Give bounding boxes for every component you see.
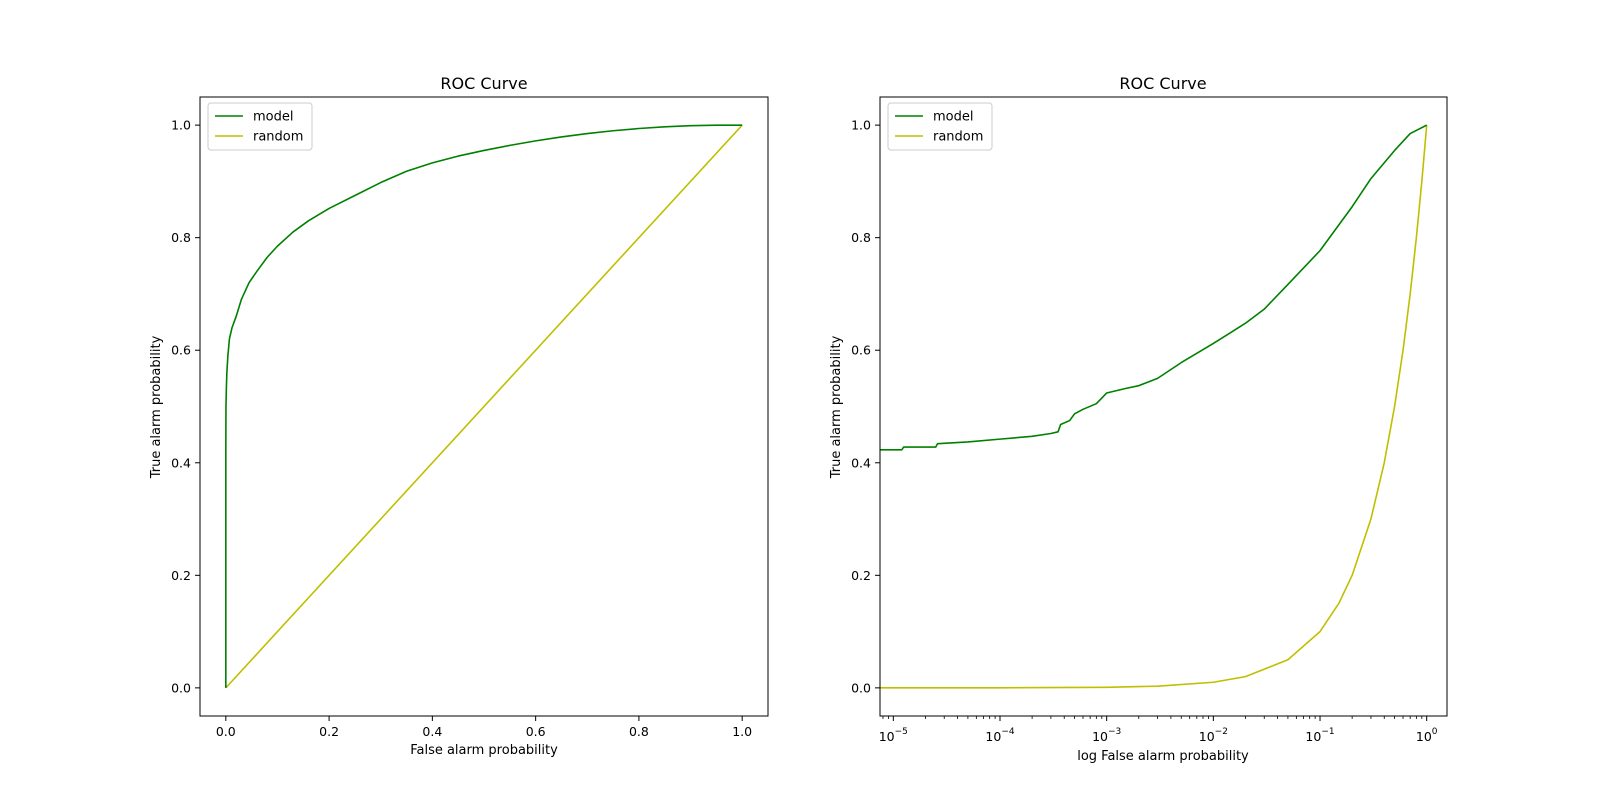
right-legend-random-label: random bbox=[933, 130, 983, 145]
right-y-axis: 0.0 0.2 0.4 0.6 0.8 1.0 bbox=[851, 118, 880, 695]
right-x-tick-exponent: −1 bbox=[1321, 727, 1334, 737]
right-y-tick-label: 0.8 bbox=[851, 230, 871, 245]
left-x-tick: 0.2 bbox=[319, 716, 339, 739]
right-x-tick-exponent: −4 bbox=[1001, 727, 1015, 737]
left-x-tick-label: 0.6 bbox=[526, 724, 546, 739]
right-x-tick-exponent: −2 bbox=[1215, 727, 1228, 737]
left-legend-random-label: random bbox=[253, 130, 303, 145]
right-axes-frame bbox=[879, 96, 1448, 717]
right-y-tick-label: 1.0 bbox=[851, 118, 871, 133]
right-plot-area bbox=[879, 96, 1448, 717]
left-y-tick-label: 0.6 bbox=[171, 343, 191, 358]
left-legend: model random bbox=[207, 102, 313, 151]
right-y-tick-label: 0.4 bbox=[851, 455, 871, 470]
right-x-tick-label: 10−1 bbox=[1305, 727, 1334, 744]
right-x-tick: 100 bbox=[1416, 716, 1438, 744]
left-y-tick-label: 0.0 bbox=[171, 680, 191, 695]
right-y-axis-label: True alarm probability bbox=[829, 335, 844, 479]
left-y-tick: 1.0 bbox=[171, 118, 200, 133]
right-x-tick: 10−5 bbox=[879, 716, 908, 744]
left-chart-title: ROC Curve bbox=[440, 74, 527, 93]
left-legend-box bbox=[207, 102, 313, 151]
left-y-tick-label: 0.8 bbox=[171, 230, 191, 245]
left-y-tick: 0.0 bbox=[171, 680, 200, 695]
left-x-axis-label: False alarm probability bbox=[410, 743, 558, 758]
right-x-tick: 10−1 bbox=[1305, 716, 1335, 744]
left-x-tick-label: 0.0 bbox=[216, 724, 236, 739]
right-y-tick: 0.8 bbox=[851, 230, 880, 245]
left-series-random-line bbox=[225, 124, 743, 689]
left-y-tick: 0.8 bbox=[171, 230, 200, 245]
left-plot-area bbox=[199, 96, 769, 717]
right-legend: model random bbox=[887, 102, 993, 151]
right-series-random-line bbox=[880, 125, 1428, 689]
right-x-tick-label: 10−2 bbox=[1199, 727, 1228, 744]
left-series-model-line bbox=[225, 124, 743, 688]
right-x-tick: 10−3 bbox=[1092, 716, 1121, 744]
right-x-tick-exponent: −3 bbox=[1108, 727, 1121, 737]
left-y-tick: 0.4 bbox=[171, 455, 200, 470]
left-x-tick-label: 0.8 bbox=[629, 724, 649, 739]
left-axes-frame bbox=[199, 96, 769, 717]
right-x-tick-base: 10 bbox=[1416, 729, 1432, 744]
right-x-tick-base: 10 bbox=[879, 729, 895, 744]
left-y-tick: 0.6 bbox=[171, 343, 200, 358]
right-x-tick-label: 10−3 bbox=[1092, 727, 1121, 744]
left-x-tick: 1.0 bbox=[732, 716, 752, 739]
left-y-tick-label: 1.0 bbox=[171, 118, 191, 133]
left-x-tick: 0.6 bbox=[526, 716, 546, 739]
right-x-tick: 10−4 bbox=[985, 716, 1015, 744]
right-series-model-line bbox=[880, 124, 1428, 451]
left-y-tick-label: 0.2 bbox=[171, 568, 191, 583]
right-y-tick: 1.0 bbox=[851, 118, 880, 133]
right-x-axis: 10−5 10−4 10−3 10−2 10−1 100 bbox=[879, 716, 1438, 744]
right-legend-box bbox=[887, 102, 993, 151]
right-x-tick-base: 10 bbox=[1092, 729, 1108, 744]
left-y-axis-label: True alarm probability bbox=[149, 335, 164, 479]
left-x-tick-label: 1.0 bbox=[732, 724, 752, 739]
right-x-axis-label: log False alarm probability bbox=[1077, 749, 1249, 764]
left-x-tick-label: 0.2 bbox=[319, 724, 339, 739]
right-legend-model-label: model bbox=[933, 110, 973, 125]
right-y-tick: 0.6 bbox=[851, 343, 880, 358]
right-y-tick: 0.0 bbox=[851, 680, 880, 695]
left-chart: ROC Curve False alarm probability True a… bbox=[149, 74, 769, 758]
right-y-tick-label: 0.2 bbox=[851, 568, 871, 583]
right-x-tick-base: 10 bbox=[1305, 729, 1321, 744]
right-x-minor-ticks bbox=[882, 716, 1423, 719]
left-legend-model-label: model bbox=[253, 110, 293, 125]
right-x-tick: 10−2 bbox=[1199, 716, 1228, 744]
left-x-tick: 0.8 bbox=[629, 716, 649, 739]
right-y-tick-label: 0.0 bbox=[851, 680, 871, 695]
right-x-tick-base: 10 bbox=[1199, 729, 1215, 744]
right-y-tick-label: 0.6 bbox=[851, 343, 871, 358]
left-x-tick-label: 0.4 bbox=[422, 724, 442, 739]
right-x-tick-label: 10−4 bbox=[985, 727, 1014, 744]
left-x-tick: 0.0 bbox=[216, 716, 236, 739]
right-y-tick: 0.4 bbox=[851, 455, 880, 470]
left-y-tick: 0.2 bbox=[171, 568, 200, 583]
right-y-tick: 0.2 bbox=[851, 568, 880, 583]
left-y-tick-label: 0.4 bbox=[171, 455, 191, 470]
right-chart-title: ROC Curve bbox=[1119, 74, 1206, 93]
left-x-axis: 0.0 0.2 0.4 0.6 0.8 1.0 bbox=[216, 716, 752, 739]
right-x-tick-label: 10−5 bbox=[879, 727, 908, 744]
right-x-tick-label: 100 bbox=[1416, 727, 1438, 744]
right-x-tick-exponent: −5 bbox=[895, 727, 908, 737]
left-x-tick: 0.4 bbox=[422, 716, 442, 739]
right-x-tick-exponent: 0 bbox=[1432, 727, 1438, 737]
right-chart: ROC Curve log False alarm probability Tr… bbox=[829, 74, 1448, 764]
right-x-tick-base: 10 bbox=[985, 729, 1001, 744]
left-y-axis: 0.0 0.2 0.4 0.6 0.8 1.0 bbox=[171, 118, 200, 695]
